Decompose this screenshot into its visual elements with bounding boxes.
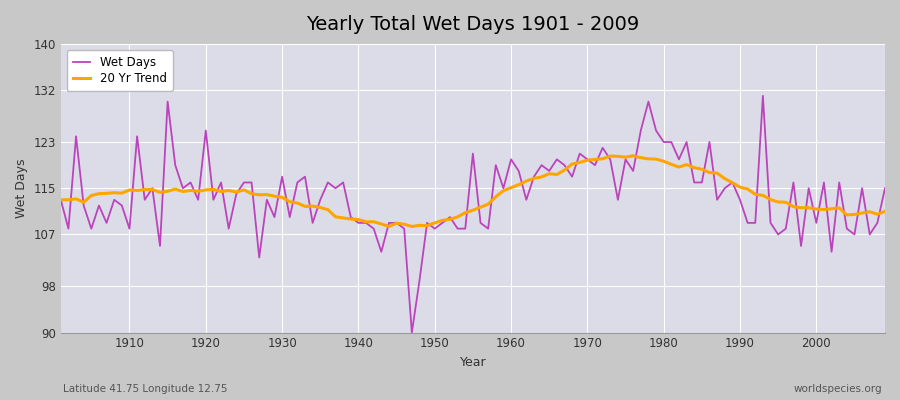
Wet Days <box>116 203 127 208</box>
X-axis label: Year: Year <box>460 356 486 369</box>
20 Yr Trend <box>116 191 127 196</box>
20 Yr Trend <box>383 224 394 229</box>
Wet Days <box>56 197 67 202</box>
Title: Yearly Total Wet Days 1901 - 2009: Yearly Total Wet Days 1901 - 2009 <box>306 15 640 34</box>
Wet Days <box>407 330 418 335</box>
20 Yr Trend <box>513 182 524 187</box>
20 Yr Trend <box>506 185 517 190</box>
Text: worldspecies.org: worldspecies.org <box>794 384 882 394</box>
Line: 20 Yr Trend: 20 Yr Trend <box>61 156 885 226</box>
20 Yr Trend <box>879 209 890 214</box>
20 Yr Trend <box>284 199 295 204</box>
Legend: Wet Days, 20 Yr Trend: Wet Days, 20 Yr Trend <box>67 50 173 91</box>
Line: Wet Days: Wet Days <box>61 96 885 332</box>
Wet Days <box>506 157 517 162</box>
Text: Latitude 41.75 Longitude 12.75: Latitude 41.75 Longitude 12.75 <box>63 384 228 394</box>
Wet Days <box>284 215 295 220</box>
Y-axis label: Wet Days: Wet Days <box>15 158 28 218</box>
Wet Days <box>879 186 890 191</box>
20 Yr Trend <box>56 197 67 202</box>
Wet Days <box>758 94 769 98</box>
Wet Days <box>330 186 341 191</box>
20 Yr Trend <box>330 214 341 219</box>
Wet Days <box>513 168 524 173</box>
20 Yr Trend <box>628 153 639 158</box>
Wet Days <box>605 157 616 162</box>
20 Yr Trend <box>605 154 616 158</box>
